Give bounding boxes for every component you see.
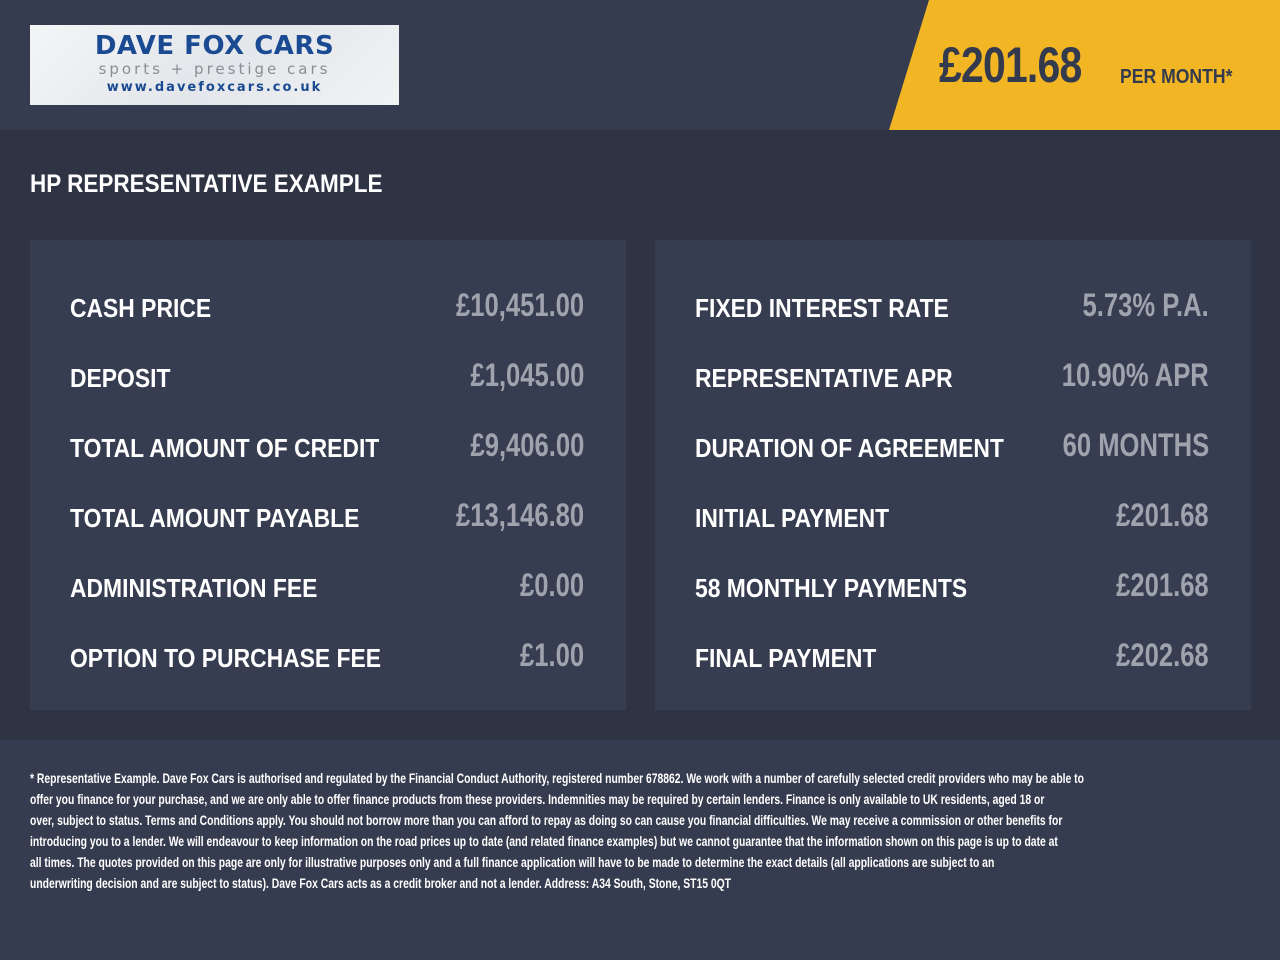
- finance-label: FINAL PAYMENT: [695, 643, 877, 673]
- finance-row: REPRESENTATIVE APR 10.90% APR: [695, 357, 1209, 397]
- disclaimer-line: all times. The quotes provided on this p…: [30, 854, 995, 870]
- finance-label: DURATION OF AGREEMENT: [695, 433, 1004, 463]
- finance-row: INITIAL PAYMENT £201.68: [695, 497, 1209, 537]
- disclaimer: * Representative Example. Dave Fox Cars …: [0, 740, 1280, 960]
- finance-label: FIXED INTEREST RATE: [695, 293, 949, 323]
- finance-row: FIXED INTEREST RATE 5.73% P.A.: [695, 287, 1209, 327]
- page-title: HP REPRESENTATIVE EXAMPLE: [30, 170, 383, 198]
- finance-row: TOTAL AMOUNT OF CREDIT £9,406.00: [70, 427, 584, 467]
- finance-row: DEPOSIT £1,045.00: [70, 357, 584, 397]
- finance-panel-right: FIXED INTEREST RATE 5.73% P.A. REPRESENTAT…: [655, 240, 1251, 710]
- disclaimer-line: offer you finance for your purchase, and…: [30, 791, 1045, 807]
- disclaimer-line: underwriting decision and are subject to…: [30, 875, 732, 891]
- finance-row: 58 MONTHLY PAYMENTS £201.68: [695, 567, 1209, 607]
- finance-value: £1.00: [519, 637, 584, 673]
- finance-value: £10,451.00: [455, 287, 584, 323]
- disclaimer-line: over, subject to status. Terms and Condi…: [30, 812, 1063, 828]
- finance-label: OPTION TO PURCHASE FEE: [70, 643, 382, 673]
- disclaimer-line: introducing you to a lender. We will end…: [30, 833, 1058, 849]
- monthly-price: £201.68: [939, 37, 1082, 93]
- finance-label: 58 MONTHLY PAYMENTS: [695, 573, 968, 603]
- finance-row: TOTAL AMOUNT PAYABLE £13,146.80: [70, 497, 584, 537]
- finance-row: FINAL PAYMENT £202.68: [695, 637, 1209, 677]
- per-month-label: PER MONTH*: [1120, 66, 1233, 88]
- logo-tagline: sports + prestige cars: [98, 60, 331, 78]
- disclaimer-line: * Representative Example. Dave Fox Cars …: [30, 770, 1084, 786]
- finance-value: £202.68: [1116, 637, 1209, 673]
- finance-value: £9,406.00: [470, 427, 584, 463]
- finance-value: 5.73% P.A.: [1082, 287, 1209, 323]
- finance-value: £201.68: [1116, 567, 1209, 603]
- finance-label: CASH PRICE: [70, 293, 212, 323]
- finance-label: TOTAL AMOUNT PAYABLE: [70, 503, 360, 533]
- finance-row: CASH PRICE £10,451.00: [70, 287, 584, 327]
- monthly-price-banner: £201.68 PER MONTH*: [889, 0, 1280, 130]
- finance-label: REPRESENTATIVE APR: [695, 363, 953, 393]
- finance-row: OPTION TO PURCHASE FEE £1.00: [70, 637, 584, 677]
- finance-label: INITIAL PAYMENT: [695, 503, 890, 533]
- finance-value: 10.90% APR: [1061, 357, 1209, 393]
- finance-value: £1,045.00: [470, 357, 584, 393]
- dave-fox-cars-logo[interactable]: DAVE FOX CARS sports + prestige cars www…: [30, 25, 399, 105]
- logo-name: DAVE FOX CARS: [94, 31, 335, 61]
- header: DAVE FOX CARS sports + prestige cars www…: [0, 0, 1280, 130]
- finance-row: ADMINISTRATION FEE £0.00: [70, 567, 584, 607]
- finance-label: TOTAL AMOUNT OF CREDIT: [70, 433, 380, 463]
- finance-value: £13,146.80: [455, 497, 584, 533]
- logo-url: www.davefoxcars.co.uk: [106, 80, 323, 95]
- finance-value: £0.00: [519, 567, 584, 603]
- finance-value: £201.68: [1116, 497, 1209, 533]
- finance-panel-left: CASH PRICE £10,451.00 DEPOSIT £1,045.00 TOTA…: [30, 240, 626, 710]
- finance-value: 60 MONTHS: [1062, 427, 1209, 463]
- finance-label: ADMINISTRATION FEE: [70, 573, 318, 603]
- finance-row: DURATION OF AGREEMENT 60 MONTHS: [695, 427, 1209, 467]
- finance-label: DEPOSIT: [70, 363, 171, 393]
